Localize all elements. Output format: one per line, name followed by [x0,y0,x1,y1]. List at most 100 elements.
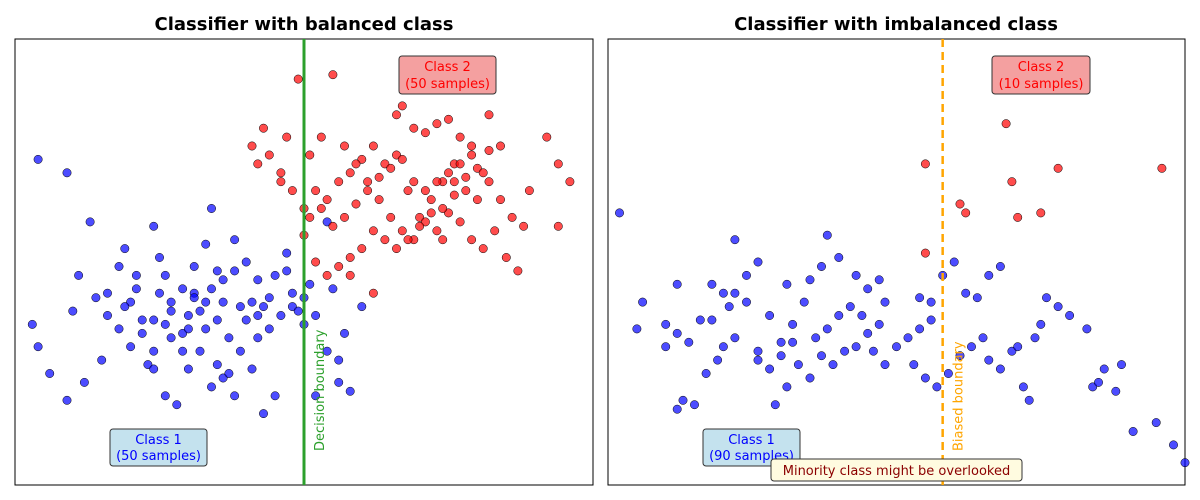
right-class1-point [863,284,873,294]
right-class1-point [788,319,798,329]
left-class2-point [397,154,407,164]
left-class1-label-line1: Class 1 [135,433,182,448]
left-class2-point [380,235,390,245]
left-class2-point [553,221,563,231]
right-class1-point [851,342,861,352]
left-class2-point [311,186,321,196]
left-class2-point [363,177,373,187]
left-class2-point [415,221,425,231]
left-class1-point [137,328,147,338]
left-points-layer [27,70,575,419]
right-class1-point [926,297,936,307]
right-class2-point [920,248,930,258]
left-class2-point [455,217,465,227]
left-class2-point [444,168,453,178]
left-class1-point [68,306,78,316]
left-class2-point [432,177,442,187]
right-class1-point [840,346,850,356]
right-class1-point [817,351,826,361]
left-class1-point [33,154,43,164]
left-class2-point [305,150,315,160]
left-class2-point [374,195,384,205]
left-class2-point [397,101,407,111]
right-class1-point [874,319,884,329]
left-class1-point [207,284,216,294]
right-class2-point [1001,119,1011,129]
left-class1-point [62,395,72,405]
left-class2-point [426,195,436,205]
left-class1-point [224,333,234,343]
left-class2-point [461,172,471,182]
left-class2-point [519,221,529,231]
left-class2-point [368,141,378,151]
left-class2-point [276,177,286,187]
left-class2-point [386,163,396,173]
right-class1-point [949,257,959,267]
left-class2-point [316,132,326,142]
right-class1-point [730,333,740,343]
right-class1-point [1099,364,1109,374]
right-class1-point [1053,302,1063,312]
left-class2-point [403,235,413,245]
left-class1-point [287,288,297,298]
right-class1-point [632,324,642,334]
left-class1-label-line2: (50 samples) [116,449,201,464]
right-class1-point [915,293,925,303]
left-class2-point [409,123,419,133]
left-class1-point [218,275,228,285]
left-class2-point [328,221,338,231]
left-class1-point [149,364,159,374]
right-class1-point [874,275,884,285]
left-class2-point [438,235,448,245]
right-class1-point [892,342,901,352]
right-class1-point [857,311,867,320]
left-class1-point [120,302,130,312]
right-class1-point [615,208,624,218]
right-class1-point [753,355,763,365]
left-class1-point [230,266,240,276]
right-class1-point [1018,382,1028,392]
left-class1-point [253,311,263,320]
right-class1-point [661,342,671,352]
left-class1-point [189,262,199,271]
right-class1-point [782,279,792,289]
right-class1-point [793,360,803,370]
left-class1-point [183,311,193,320]
right-class1-point [799,297,809,307]
right-class1-point [1024,395,1034,405]
right-class1-point [1030,333,1040,343]
left-boundary-label: Decision boundary [313,329,328,451]
left-class2-point [345,253,355,262]
right-class1-point [880,297,890,307]
left-class1-point [149,221,159,231]
left-class1-point [282,266,292,276]
right-class1-point [782,382,792,392]
left-class1-point [328,284,338,294]
left-class1-point [155,253,164,262]
right-class1-point [672,279,682,289]
left-class2-point [334,177,344,187]
left-class2-point [345,270,355,280]
left-class2-point [438,204,448,213]
left-class1-point [264,324,274,334]
left-class1-point [166,333,176,343]
left-class1-point [311,311,321,320]
right-class1-point [730,288,740,298]
left-class2-point [311,257,321,267]
left-class2-point [345,168,355,178]
right-chart-title: Classifier with imbalanced class [734,14,1058,35]
left-class1-point [293,306,303,316]
right-class1-point [972,293,982,303]
left-class1-point [207,204,216,213]
left-class2-point [351,199,361,209]
right-class1-point [863,328,873,338]
left-class1-point [189,293,199,303]
right-class1-point [701,369,711,378]
right-class1-point [707,315,717,325]
left-class2-point [449,177,459,187]
left-class1-point [27,319,37,329]
left-class2-point [276,168,286,178]
right-class2-point [1157,163,1167,173]
left-class1-point [195,346,205,356]
left-class2-point [403,186,413,196]
